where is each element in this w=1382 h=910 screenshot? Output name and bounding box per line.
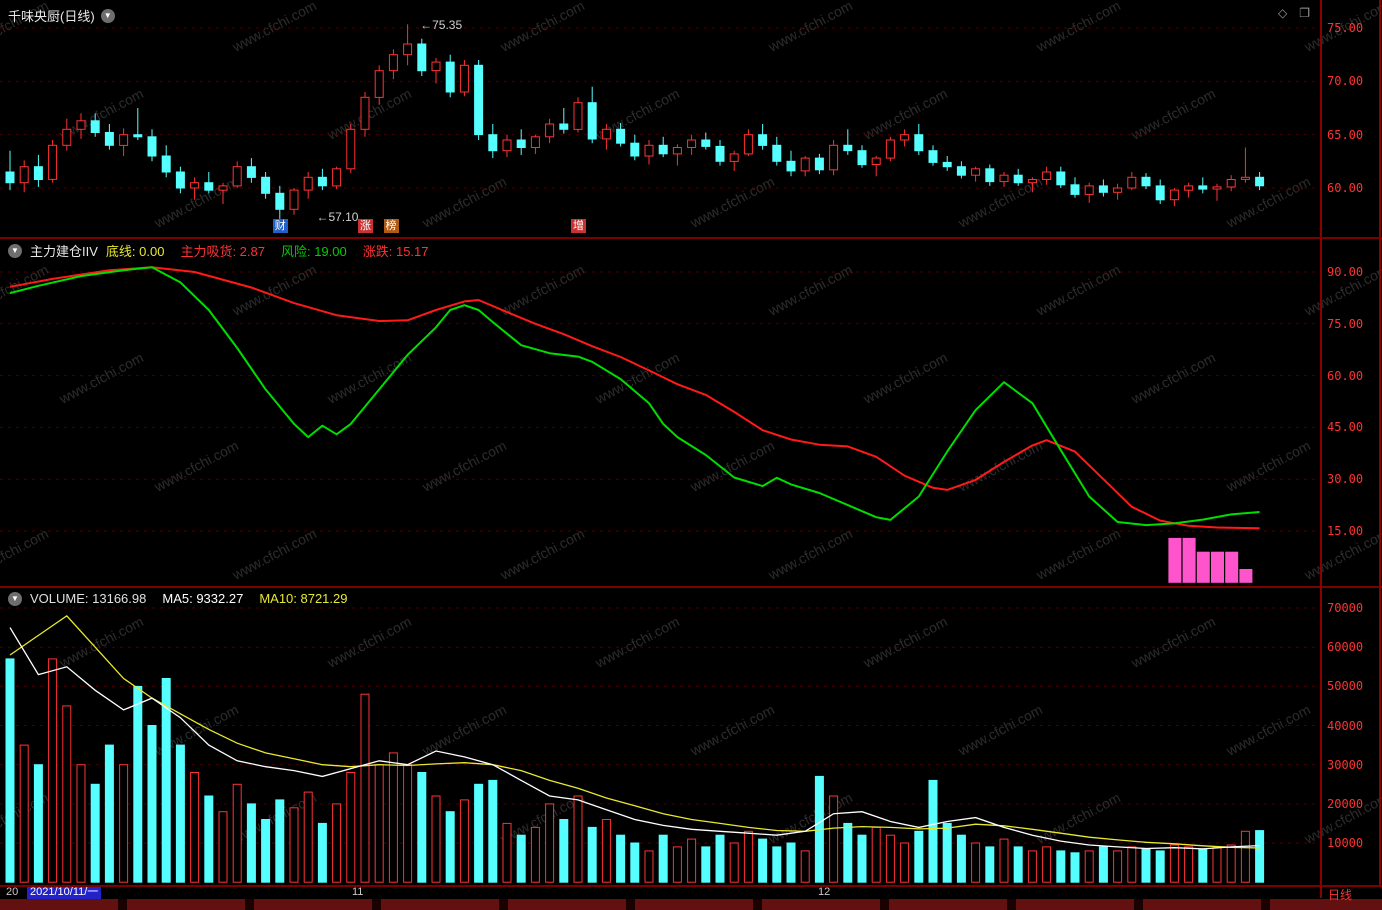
stock-title: 千味央厨(日线) — [8, 9, 95, 24]
candlestick-panel[interactable]: 千味央厨(日线) ▼ ◇ ❐ ←75.35 ←57.10 财 涨榜 增 — [0, 0, 1320, 237]
indicator-panel[interactable]: ▼ 主力建仓IIV 底线: 0.00 主力吸货: 2.87 风险: 19.00 涨跌:… — [0, 238, 1320, 586]
collapse-icon[interactable]: ▼ — [8, 243, 22, 258]
axis-label: 65.00 — [1327, 127, 1364, 142]
axis-label: 40000 — [1327, 718, 1364, 733]
axis-label: 30000 — [1327, 757, 1364, 772]
indicator-value-label: 风险: 19.00 — [280, 244, 347, 259]
indicator-chart[interactable] — [0, 238, 1320, 586]
axis-label: 30.00 — [1327, 472, 1364, 487]
axis-label: 90.00 — [1327, 265, 1364, 279]
price-annotation: ←57.10 — [316, 210, 359, 225]
axis-label: 70000 — [1327, 601, 1364, 616]
event-marker[interactable]: 增 — [571, 219, 586, 233]
volume-header: ▼ VOLUME: 13166.98 MA5: 9332.27 MA10: 8721… — [8, 591, 364, 606]
axis-label: 60.00 — [1327, 181, 1364, 195]
chart-title-bar: 千味央厨(日线) ▼ — [8, 6, 115, 25]
axis-label: 10000 — [1327, 836, 1364, 851]
panel-divider-2 — [0, 586, 1382, 588]
diamond-icon[interactable]: ◇ — [1278, 6, 1288, 20]
volume-value-label: MA5: 9332.27 — [162, 591, 244, 606]
panel-divider-1 — [0, 237, 1382, 239]
period-label: 日线 — [1328, 888, 1353, 902]
indicator-name: 主力建仓IIV — [30, 244, 98, 259]
axis-label: 70.00 — [1327, 74, 1364, 89]
indicator-value-label: 底线: 0.00 — [105, 244, 165, 259]
axis-label: 15.00 — [1327, 523, 1364, 538]
window-controls: ◇ ❐ — [1278, 6, 1310, 20]
date-axis: 20 2021/10/11/一 11 12 — [0, 886, 1320, 899]
axis-label: 50000 — [1327, 679, 1364, 694]
price-axis: 75.00 70.00 65.00 60.00 90.00 75.00 60.00 45.00… — [1320, 0, 1382, 898]
candlestick-chart[interactable] — [0, 0, 1320, 237]
volume-values: VOLUME: 13166.98 MA5: 9332.27 MA10: 8721.2… — [30, 591, 364, 606]
axis-label: 60000 — [1327, 640, 1364, 655]
collapse-icon[interactable]: ▼ — [8, 591, 22, 606]
date-label: 20 — [6, 886, 19, 898]
event-marker[interactable]: 涨 — [358, 219, 373, 233]
bottom-strip — [0, 899, 1382, 910]
date-label: 12 — [818, 886, 831, 898]
axis-label: 75.00 — [1327, 316, 1364, 331]
axis-label: 20000 — [1327, 796, 1364, 811]
panel-divider-3 — [0, 885, 1382, 887]
title-dropdown-icon[interactable]: ▼ — [100, 8, 115, 23]
indicator-values: 底线: 0.00 主力吸货: 2.87 风险: 19.00 涨跌: 15.17 — [106, 241, 445, 260]
volume-value-label: VOLUME: 13166.98 — [30, 591, 147, 606]
volume-value-label: MA10: 8721.29 — [259, 591, 348, 606]
current-date-label: 2021/10/11/一 — [27, 886, 102, 899]
indicator-value-label: 涨跌: 15.17 — [362, 244, 429, 259]
chart-right-border — [1379, 0, 1381, 885]
window-restore-icon[interactable]: ❐ — [1299, 6, 1310, 20]
date-label: 11 — [352, 886, 364, 898]
axis-label: 75.00 — [1327, 21, 1364, 35]
event-marker[interactable]: 榜 — [383, 219, 399, 233]
event-marker[interactable]: 财 — [272, 219, 288, 233]
indicator-header: ▼ 主力建仓IIV 底线: 0.00 主力吸货: 2.87 风险: 19.00 涨跌:… — [8, 241, 445, 260]
axis-label: 45.00 — [1327, 420, 1364, 435]
price-annotation: ←75.35 — [420, 18, 463, 33]
axis-label: 60.00 — [1327, 368, 1364, 383]
volume-chart[interactable] — [0, 588, 1320, 885]
volume-panel[interactable]: ▼ VOLUME: 13166.98 MA5: 9332.27 MA10: 8721… — [0, 588, 1320, 885]
indicator-value-label: 主力吸货: 2.87 — [180, 244, 265, 259]
